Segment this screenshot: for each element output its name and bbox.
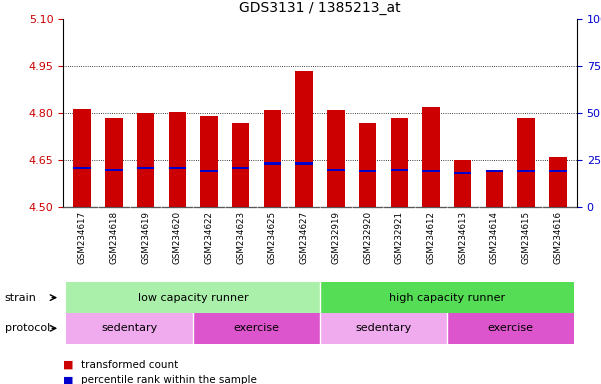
Text: percentile rank within the sample: percentile rank within the sample: [81, 375, 257, 384]
Text: GSM234616: GSM234616: [554, 211, 563, 264]
Text: protocol: protocol: [5, 323, 50, 333]
Bar: [232, 123, 249, 207]
Bar: [486, 170, 503, 172]
Text: GSM234618: GSM234618: [109, 211, 118, 264]
Bar: [454, 172, 472, 174]
Bar: [423, 170, 440, 172]
Bar: [168, 167, 186, 169]
Bar: [66, 313, 193, 344]
Text: GSM234614: GSM234614: [490, 211, 499, 264]
Bar: [73, 167, 91, 169]
Text: strain: strain: [5, 293, 37, 303]
Text: ■: ■: [63, 360, 73, 370]
Bar: [137, 167, 154, 169]
Text: GSM234625: GSM234625: [268, 211, 277, 264]
Text: GSM234619: GSM234619: [141, 211, 150, 264]
Bar: [200, 170, 218, 172]
Text: GSM234627: GSM234627: [300, 211, 309, 264]
Text: GSM234612: GSM234612: [427, 211, 436, 264]
Bar: [73, 109, 91, 207]
Bar: [320, 313, 447, 344]
Text: GSM232920: GSM232920: [363, 211, 372, 264]
Bar: [327, 169, 344, 171]
Text: GSM234622: GSM234622: [204, 211, 213, 264]
Bar: [391, 118, 408, 207]
Bar: [359, 170, 376, 172]
Bar: [447, 313, 574, 344]
Bar: [454, 160, 472, 207]
Text: GSM234620: GSM234620: [173, 211, 182, 264]
Bar: [168, 112, 186, 207]
Bar: [517, 118, 535, 207]
Bar: [264, 110, 281, 207]
Bar: [549, 157, 567, 207]
Text: sedentary: sedentary: [355, 323, 412, 333]
Bar: [391, 169, 408, 171]
Bar: [517, 170, 535, 172]
Bar: [232, 167, 249, 169]
Text: exercise: exercise: [487, 323, 533, 333]
Bar: [327, 110, 344, 207]
Text: GSM232919: GSM232919: [331, 211, 340, 264]
Bar: [264, 162, 281, 165]
Bar: [296, 162, 313, 165]
Bar: [486, 170, 503, 207]
Bar: [66, 282, 320, 313]
Text: sedentary: sedentary: [102, 323, 158, 333]
Text: high capacity runner: high capacity runner: [389, 293, 505, 303]
Bar: [359, 123, 376, 207]
Bar: [105, 169, 123, 171]
Bar: [549, 170, 567, 172]
Text: GSM232921: GSM232921: [395, 211, 404, 264]
Bar: [320, 282, 574, 313]
Bar: [200, 116, 218, 207]
Text: GSM234615: GSM234615: [522, 211, 531, 264]
Bar: [137, 113, 154, 207]
Bar: [193, 313, 320, 344]
Text: transformed count: transformed count: [81, 360, 178, 370]
Text: ■: ■: [63, 375, 73, 384]
Text: GSM234623: GSM234623: [236, 211, 245, 264]
Bar: [423, 107, 440, 207]
Text: exercise: exercise: [234, 323, 279, 333]
Title: GDS3131 / 1385213_at: GDS3131 / 1385213_at: [239, 2, 401, 15]
Text: GSM234617: GSM234617: [78, 211, 87, 264]
Text: GSM234613: GSM234613: [459, 211, 467, 264]
Bar: [105, 118, 123, 207]
Text: low capacity runner: low capacity runner: [138, 293, 248, 303]
Bar: [296, 71, 313, 207]
